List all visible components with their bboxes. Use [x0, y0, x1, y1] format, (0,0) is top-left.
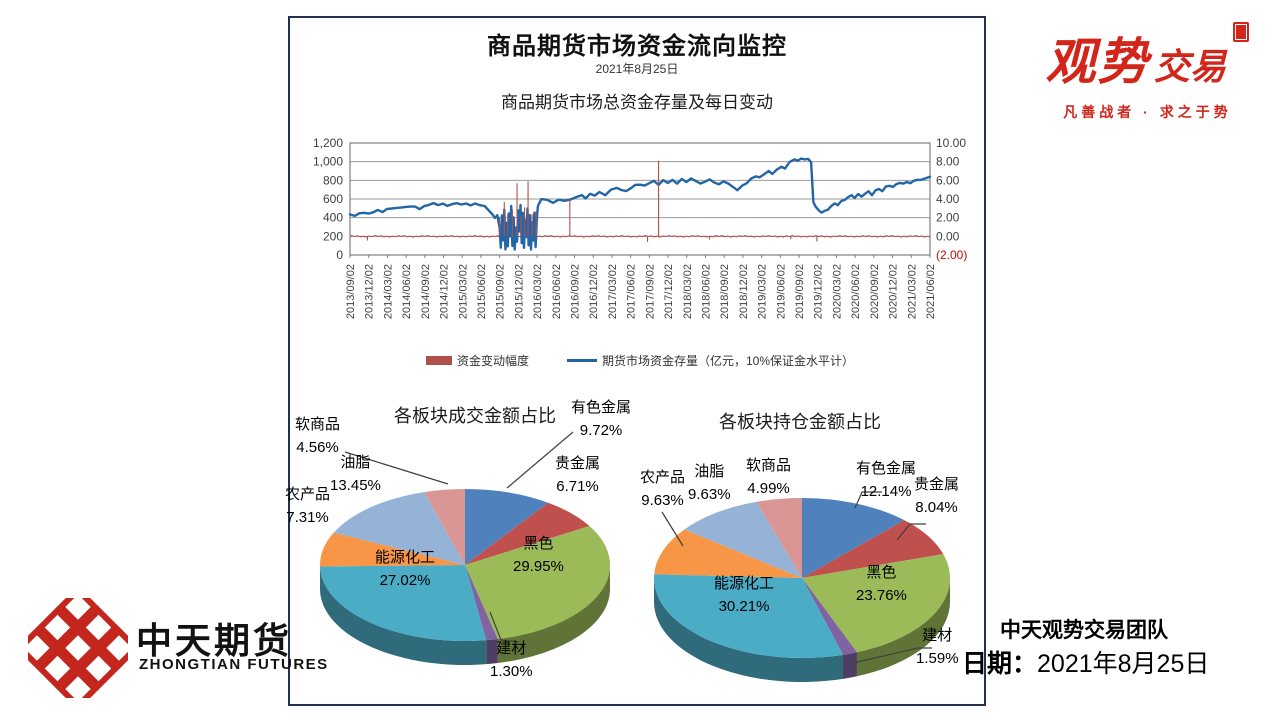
leader-line-building	[852, 647, 932, 664]
svg-text:2015/03/02: 2015/03/02	[457, 264, 469, 319]
position-pie-chart	[654, 491, 950, 682]
pie1-label-black: 黑色 29.95%	[513, 535, 564, 575]
line-chart-legend: 资金变动幅度 期货市场资金存量（亿元，10%保证金水平计）	[340, 352, 940, 369]
svg-text:2020/09/02: 2020/09/02	[869, 264, 881, 319]
svg-text:2016/09/02: 2016/09/02	[570, 264, 582, 319]
svg-text:2019/09/02: 2019/09/02	[794, 264, 806, 319]
zhongtian-logo-en: ZHONGTIAN FUTURES	[139, 656, 329, 673]
legend-item-stock: 期货市场资金存量（亿元，10%保证金水平计）	[566, 352, 855, 369]
svg-text:10.00: 10.00	[936, 136, 966, 150]
blue-line-swatch-icon	[566, 359, 597, 362]
svg-text:2019/12/02: 2019/12/02	[813, 264, 825, 319]
guanshi-logo: 观势 交易 凡善战者 · 求之于势	[1035, 22, 1260, 122]
svg-text:2017/12/02: 2017/12/02	[663, 264, 675, 319]
leader-line-nonferrous	[506, 431, 574, 489]
svg-text:2015/06/02: 2015/06/02	[476, 264, 488, 319]
svg-text:2021/06/02: 2021/06/02	[925, 264, 937, 319]
footer-date-value: 2021年8月25日	[1037, 650, 1210, 678]
pie2-label-building: 建材 1.59%	[916, 627, 959, 667]
seal-icon	[1233, 22, 1250, 42]
svg-text:2014/09/02: 2014/09/02	[420, 264, 432, 319]
svg-text:8.00: 8.00	[936, 155, 960, 169]
svg-text:6.00: 6.00	[936, 173, 960, 187]
svg-text:2015/12/02: 2015/12/02	[513, 264, 525, 319]
leader-line-building	[489, 611, 520, 643]
leader-line-agri	[661, 511, 684, 547]
svg-text:400: 400	[323, 211, 343, 225]
pie2-label-oil: 油脂 9.63%	[688, 463, 731, 503]
line-chart-title: 商品期货市场总资金存量及每日变动	[501, 93, 773, 112]
pie2-label-black: 黑色 23.76%	[856, 564, 907, 604]
svg-text:0.00: 0.00	[936, 229, 960, 243]
legend-item-change: 资金变动幅度	[425, 352, 529, 369]
leader-line-soft	[344, 451, 449, 485]
leader-line-nonferrous	[854, 491, 882, 509]
svg-text:2016/03/02: 2016/03/02	[532, 264, 544, 319]
svg-text:2018/12/02: 2018/12/02	[738, 264, 750, 319]
report-date: 2021年8月25日	[595, 62, 679, 76]
svg-text:2013/09/02: 2013/09/02	[345, 264, 357, 319]
pie1-label-agri: 农产品 7.31%	[285, 486, 331, 526]
svg-text:600: 600	[323, 192, 343, 206]
svg-text:2018/03/02: 2018/03/02	[682, 264, 694, 319]
leader-line-precious	[896, 523, 926, 541]
footer-date: 日期：2021年8月25日	[962, 644, 1209, 680]
svg-text:1,000: 1,000	[313, 155, 343, 169]
svg-text:2020/06/02: 2020/06/02	[850, 264, 862, 319]
svg-text:2020/03/02: 2020/03/02	[831, 264, 843, 319]
guanshi-word1: 观势	[1045, 34, 1150, 90]
legend-label-stock: 期货市场资金存量（亿元，10%保证金水平计）	[601, 354, 855, 368]
svg-text:2015/09/02: 2015/09/02	[495, 264, 507, 319]
guanshi-word2: 交易	[1153, 47, 1226, 87]
svg-text:2018/06/02: 2018/06/02	[700, 264, 712, 319]
zhongtian-lattice-icon	[28, 598, 128, 698]
pie2-label-energy: 能源化工 30.21%	[714, 575, 775, 615]
svg-text:2020/12/02: 2020/12/02	[888, 264, 900, 319]
svg-text:2019/03/02: 2019/03/02	[757, 264, 769, 319]
svg-text:2019/06/02: 2019/06/02	[775, 264, 787, 319]
pie2-label-nonferrous: 有色金属 12.14%	[856, 460, 917, 500]
svg-text:2.00: 2.00	[936, 211, 960, 225]
pie2-label-precious: 贵金属 8.04%	[914, 476, 960, 516]
pie1-label-building: 建材 1.30%	[490, 640, 533, 680]
svg-text:2017/06/02: 2017/06/02	[626, 264, 638, 319]
svg-text:2014/03/02: 2014/03/02	[382, 264, 394, 319]
svg-text:2017/03/02: 2017/03/02	[607, 264, 619, 319]
svg-text:2016/12/02: 2016/12/02	[588, 264, 600, 319]
pie1-label-nonferrous: 有色金属 9.72%	[571, 399, 632, 439]
svg-text:1,200: 1,200	[313, 136, 343, 150]
svg-text:2014/06/02: 2014/06/02	[401, 264, 413, 319]
pie1-label-soft: 软商品 4.56%	[295, 416, 341, 456]
line-chart: 1,200 1,000 800 600 400 200 0 10.00 8.00 6.00 4.00…	[313, 136, 967, 319]
svg-text:2014/12/02: 2014/12/02	[439, 264, 451, 319]
team-name: 中天观势交易团队	[1000, 619, 1168, 642]
svg-text:(2.00): (2.00)	[936, 248, 967, 262]
report-title: 商品期货市场资金流向监控	[487, 33, 787, 60]
svg-text:2021/03/02: 2021/03/02	[906, 264, 918, 319]
svg-text:2016/06/02: 2016/06/02	[551, 264, 563, 319]
svg-text:800: 800	[323, 173, 343, 187]
svg-text:200: 200	[323, 229, 343, 243]
legend-label-change: 资金变动幅度	[456, 354, 529, 368]
pie1-label-energy: 能源化工 27.02%	[375, 549, 436, 589]
pie1-label-precious: 贵金属 6.71%	[555, 455, 601, 495]
pie2-label-agri: 农产品 9.63%	[640, 469, 686, 509]
svg-text:2018/09/02: 2018/09/02	[719, 264, 731, 319]
pie2-label-soft: 软商品 4.99%	[746, 457, 792, 497]
svg-text:2017/09/02: 2017/09/02	[644, 264, 656, 319]
turnover-pie-chart	[320, 431, 610, 665]
red-bar-swatch-icon	[425, 356, 452, 365]
svg-text:2013/12/02: 2013/12/02	[364, 264, 376, 319]
svg-text:0: 0	[336, 248, 343, 262]
svg-text:4.00: 4.00	[936, 192, 960, 206]
turnover-pie-title: 各板块成交金额占比	[394, 406, 556, 426]
footer-date-label: 日期：	[962, 650, 1038, 678]
zhongtian-logo-cn: 中天期货	[136, 620, 293, 661]
position-pie-title: 各板块持仓金额占比	[719, 412, 881, 432]
pie1-label-oil: 油脂 13.45%	[330, 454, 381, 494]
guanshi-tagline: 凡善战者 · 求之于势	[1063, 104, 1232, 120]
